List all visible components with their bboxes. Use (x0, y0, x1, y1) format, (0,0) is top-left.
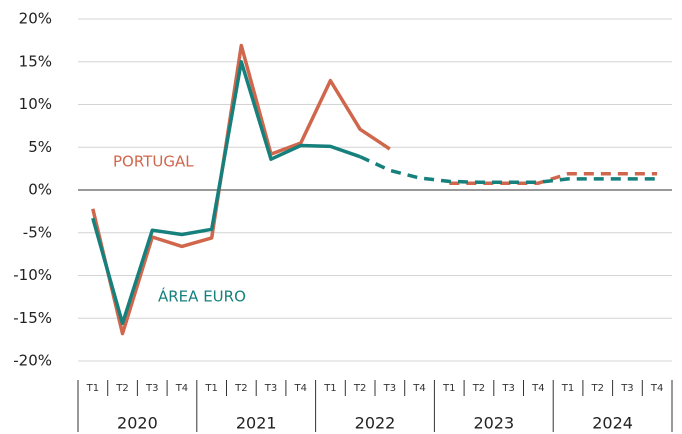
x-tick-label: T2 (234, 383, 247, 394)
x-tick-label: T1 (442, 383, 455, 394)
x-tick-label: T4 (175, 383, 188, 394)
y-tick-label: 0% (28, 181, 52, 199)
x-tick-label: T3 (264, 383, 277, 394)
x-tick-label: T3 (145, 383, 158, 394)
x-tick-label: T1 (204, 383, 217, 394)
series-line (91, 60, 361, 326)
x-tick-label: T2 (591, 383, 604, 394)
y-tick-label: 10% (19, 95, 52, 113)
x-tick-label: T4 (294, 383, 307, 394)
year-label: 2023 (473, 414, 514, 433)
y-tick-label: -15% (13, 309, 52, 327)
year-label: 2024 (592, 414, 633, 433)
x-tick-label: T1 (323, 383, 336, 394)
y-tick-label: 20% (19, 10, 52, 28)
x-tick-label: T3 (620, 383, 633, 394)
y-tick-label: 15% (19, 52, 52, 70)
series-line (359, 155, 658, 185)
x-tick-label: T1 (86, 383, 99, 394)
x-tick-label: T4 (650, 383, 663, 394)
year-label: 2022 (355, 414, 396, 433)
year-label: 2020 (117, 414, 158, 433)
year-label: 2021 (236, 414, 277, 433)
series-label: ÁREA EURO (158, 287, 246, 306)
x-tick-label: T2 (115, 383, 128, 394)
x-tick-label: T4 (412, 383, 425, 394)
y-tick-label: -5% (23, 223, 52, 241)
x-tick-label: T2 (353, 383, 366, 394)
x-tick-label: T3 (383, 383, 396, 394)
y-tick-label: -20% (13, 352, 52, 370)
y-tick-label: 5% (28, 138, 52, 156)
x-tick-label: T3 (501, 383, 514, 394)
series-label: PORTUGAL (113, 153, 194, 171)
x-tick-label: T1 (561, 383, 574, 394)
series-line (91, 43, 391, 336)
x-tick-label: T2 (472, 383, 485, 394)
x-tick-label: T4 (531, 383, 544, 394)
y-tick-label: -10% (13, 266, 52, 284)
